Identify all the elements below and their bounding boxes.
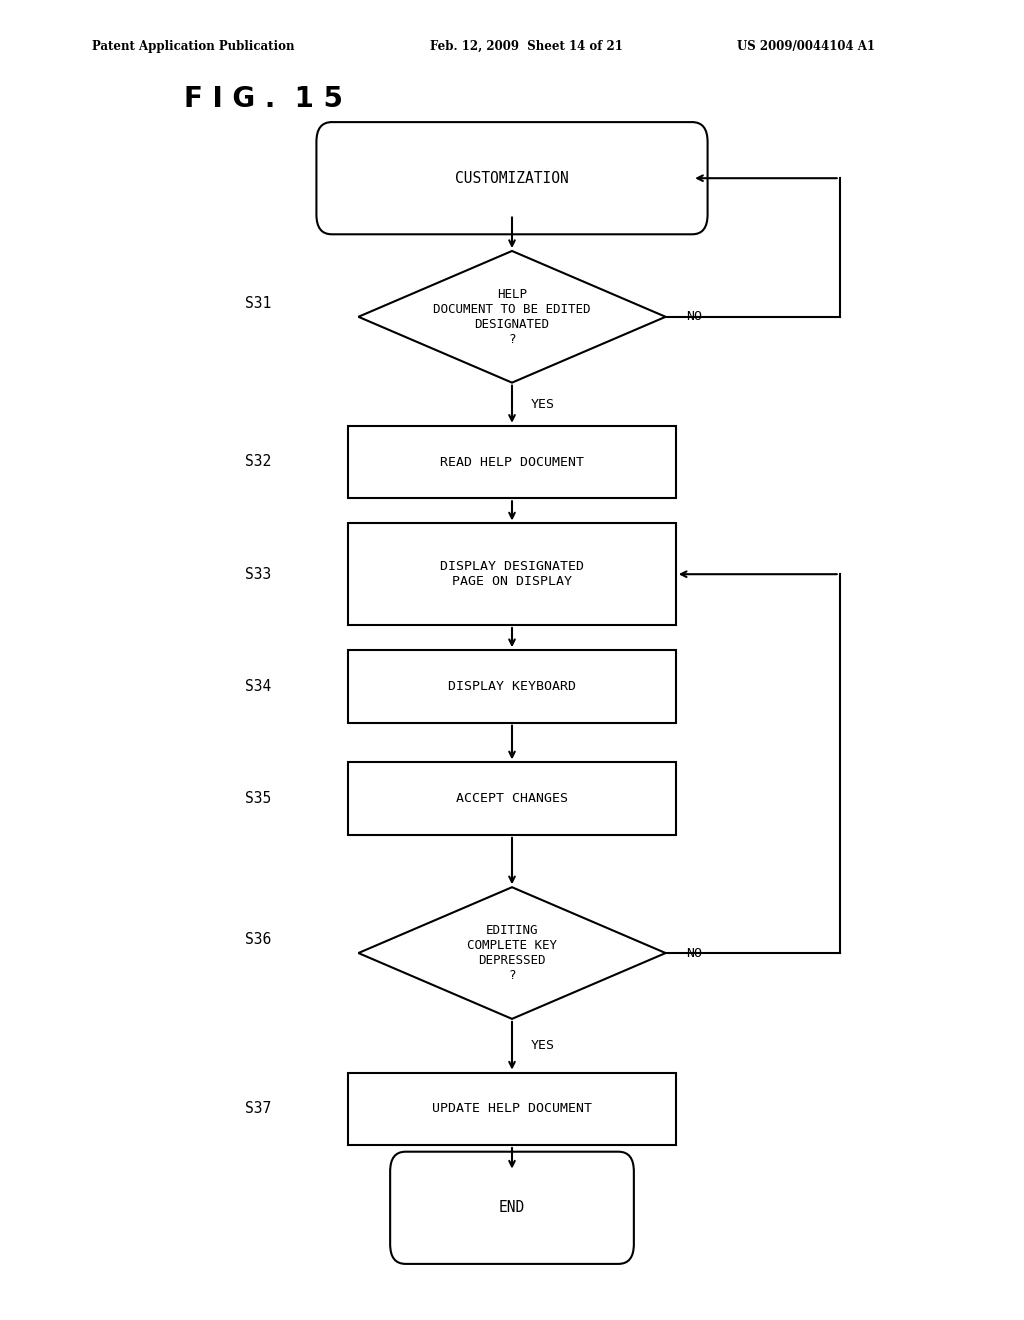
Bar — [348, 763, 676, 836]
Text: DISPLAY KEYBOARD: DISPLAY KEYBOARD — [449, 680, 575, 693]
Bar — [348, 425, 676, 498]
Bar — [348, 651, 676, 723]
Text: YES: YES — [530, 1039, 555, 1052]
FancyBboxPatch shape — [390, 1151, 634, 1265]
Text: US 2009/0044104 A1: US 2009/0044104 A1 — [737, 40, 876, 53]
Text: READ HELP DOCUMENT: READ HELP DOCUMENT — [440, 455, 584, 469]
Text: F I G .  1 5: F I G . 1 5 — [184, 84, 343, 114]
Text: END: END — [499, 1200, 525, 1216]
Text: UPDATE HELP DOCUMENT: UPDATE HELP DOCUMENT — [432, 1102, 592, 1115]
Text: YES: YES — [530, 397, 555, 411]
Text: EDITING
COMPLETE KEY
DEPRESSED
?: EDITING COMPLETE KEY DEPRESSED ? — [467, 924, 557, 982]
Text: S35: S35 — [245, 791, 271, 807]
FancyBboxPatch shape — [316, 123, 708, 235]
Bar — [348, 1072, 676, 1144]
Bar — [348, 524, 676, 626]
Text: HELP
DOCUMENT TO BE EDITED
DESIGNATED
?: HELP DOCUMENT TO BE EDITED DESIGNATED ? — [433, 288, 591, 346]
Text: Patent Application Publication: Patent Application Publication — [92, 40, 295, 53]
Text: S32: S32 — [245, 454, 271, 470]
Text: S34: S34 — [245, 678, 271, 694]
Text: Feb. 12, 2009  Sheet 14 of 21: Feb. 12, 2009 Sheet 14 of 21 — [430, 40, 623, 53]
Text: CUSTOMIZATION: CUSTOMIZATION — [455, 170, 569, 186]
Text: NO: NO — [686, 946, 702, 960]
Polygon shape — [358, 887, 666, 1019]
Text: S37: S37 — [245, 1101, 271, 1117]
Text: S36: S36 — [245, 932, 271, 948]
Text: ACCEPT CHANGES: ACCEPT CHANGES — [456, 792, 568, 805]
Text: S33: S33 — [245, 566, 271, 582]
Text: DISPLAY DESIGNATED
PAGE ON DISPLAY: DISPLAY DESIGNATED PAGE ON DISPLAY — [440, 560, 584, 589]
Text: NO: NO — [686, 310, 702, 323]
Text: S31: S31 — [245, 296, 271, 312]
Polygon shape — [358, 251, 666, 383]
